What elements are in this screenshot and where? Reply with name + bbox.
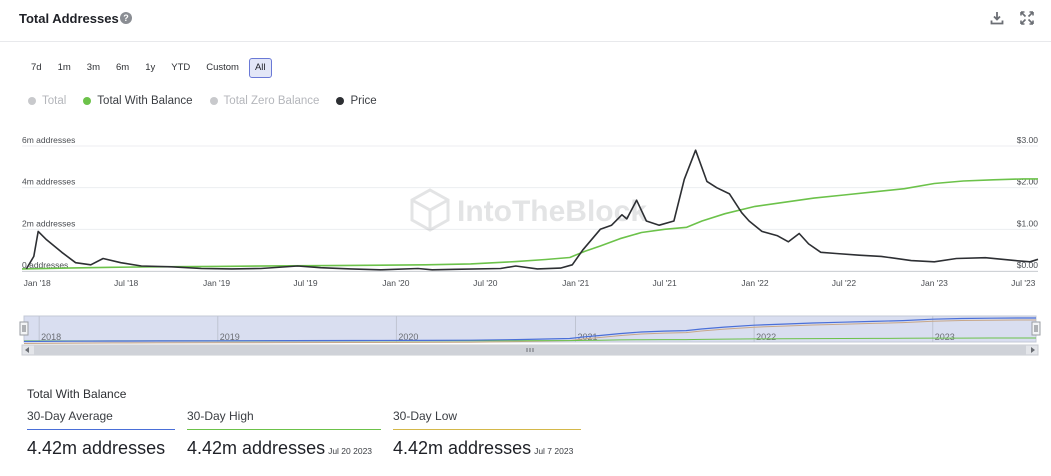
legend-label: Total <box>42 95 67 107</box>
range-1m-button[interactable]: 1m <box>51 58 77 78</box>
legend-item-total-with-balance[interactable]: Total With Balance <box>83 95 193 107</box>
y-left-tick-label: 4m addresses <box>22 177 75 187</box>
stat-underline <box>187 429 381 430</box>
legend-dot-icon <box>336 97 345 105</box>
handle-body <box>19 321 29 336</box>
navigator-series-line <box>23 317 1036 343</box>
range-custom-button[interactable]: Custom <box>200 58 245 78</box>
download-icon[interactable] <box>988 9 1006 27</box>
x-tick-label: Jan '22 <box>741 278 768 288</box>
navigator-label: 2019 <box>220 332 240 342</box>
watermark: IntoTheBlock <box>410 188 647 232</box>
page-title: Total Addresses <box>19 11 119 26</box>
stat-label: 30-Day Low <box>393 409 458 423</box>
watermark-text: IntoTheBlock <box>457 195 647 228</box>
y-left-tick-label: 2m addresses <box>22 218 75 228</box>
stat-30-day-average: 30-Day Average 4.42m addresses <box>27 409 175 459</box>
scroll-right-arrow-icon <box>1031 347 1035 353</box>
watermark-logo-icon <box>410 188 450 232</box>
x-tick-label: Jan '18 <box>24 278 51 288</box>
x-tick-label: Jul '18 <box>114 278 139 288</box>
x-tick-label: Jul '23 <box>1011 278 1036 288</box>
y-right-tick-label: $0.00 <box>1017 260 1039 270</box>
range-7d-button[interactable]: 7d <box>25 58 48 78</box>
range-ytd-button[interactable]: YTD <box>165 58 197 78</box>
navigator-scrollbar[interactable] <box>21 344 1039 356</box>
navigator-label: 2023 <box>935 332 955 342</box>
line-chart[interactable]: 0 addresses 2m addresses 4m addresses 6m ad… <box>0 130 1051 300</box>
x-tick-label: Jan '21 <box>562 278 589 288</box>
legend-item-price[interactable]: Price <box>336 95 377 107</box>
x-tick-label: Jan '20 <box>382 278 409 288</box>
stat-label: 30-Day High <box>187 409 254 423</box>
scroll-left-arrow-icon <box>25 347 29 353</box>
legend-dot-icon <box>28 97 36 105</box>
x-tick-label: Jul '20 <box>473 278 498 288</box>
legend-label: Total Zero Balance <box>223 95 320 107</box>
series-line-price <box>25 149 1039 271</box>
question-circle-icon[interactable]: ? <box>120 12 132 24</box>
handle-body <box>1031 321 1041 336</box>
range-1y-button[interactable]: 1y <box>139 58 162 78</box>
stat-date: Jul 20 2023 <box>328 446 373 456</box>
y-right-tick-label: $3.00 <box>1017 135 1039 145</box>
stat-value: 4.42m addresses Jul 20 2023 <box>187 438 381 459</box>
x-tick-label: Jul '22 <box>832 278 857 288</box>
stat-value: 4.42m addresses <box>27 438 175 459</box>
y-right-tick-label: $2.00 <box>1017 177 1039 187</box>
chart-legend: Total Total With Balance Total Zero Bala… <box>28 95 377 107</box>
range-3m-button[interactable]: 3m <box>80 58 106 78</box>
stat-30-day-high: 30-Day High 4.42m addresses Jul 20 2023 <box>187 409 381 459</box>
x-tick-label: Jul '19 <box>293 278 318 288</box>
stat-value-text: 4.42m addresses <box>27 438 166 458</box>
navigator-label: 2020 <box>398 332 418 342</box>
range-6m-button[interactable]: 6m <box>109 58 136 78</box>
stat-date: Jul 7 2023 <box>534 446 574 456</box>
y-left-tick-label: 0 addresses <box>22 260 68 270</box>
legend-label: Total With Balance <box>97 95 193 107</box>
stat-value-text: 4.42m addresses <box>187 438 326 458</box>
y-right-tick-label: $1.00 <box>1017 218 1039 228</box>
legend-dot-icon <box>209 97 218 105</box>
x-tick-label: Jan '23 <box>921 278 948 288</box>
watermark-logo-icon <box>411 198 449 230</box>
range-navigator[interactable]: 2018 2019 2020 2021 2022 2023 <box>0 312 1051 360</box>
navigator-right-handle[interactable] <box>1031 321 1041 336</box>
legend-item-total-zero-balance[interactable]: Total Zero Balance <box>209 95 320 107</box>
navigator-series-line <box>23 319 1036 344</box>
legend-dot-icon <box>83 97 92 105</box>
x-tick-label: Jan '19 <box>203 278 230 288</box>
stat-underline <box>393 429 581 430</box>
navigator-left-handle[interactable] <box>19 321 29 336</box>
stat-30-day-low: 30-Day Low 4.42m addresses Jul 7 2023 <box>393 409 581 459</box>
navigator-label: 2018 <box>41 332 61 342</box>
range-selector: 7d 1m 3m 6m 1y YTD Custom All <box>25 58 272 78</box>
fullscreen-icon[interactable] <box>1018 9 1036 27</box>
stats-title: Total With Balance <box>27 387 127 401</box>
stat-label: 30-Day Average <box>27 409 113 423</box>
stat-value-text: 4.42m addresses <box>393 438 532 458</box>
range-all-button[interactable]: All <box>248 58 272 78</box>
x-tick-label: Jul '21 <box>652 278 677 288</box>
stat-value: 4.42m addresses Jul 7 2023 <box>393 438 581 459</box>
legend-label: Price <box>350 95 377 107</box>
navigator-label: 2022 <box>756 332 776 342</box>
y-left-tick-label: 6m addresses <box>22 135 75 145</box>
stat-underline <box>27 429 175 430</box>
panel-header: Total Addresses ? <box>0 0 1051 42</box>
legend-item-total[interactable]: Total <box>28 95 66 107</box>
